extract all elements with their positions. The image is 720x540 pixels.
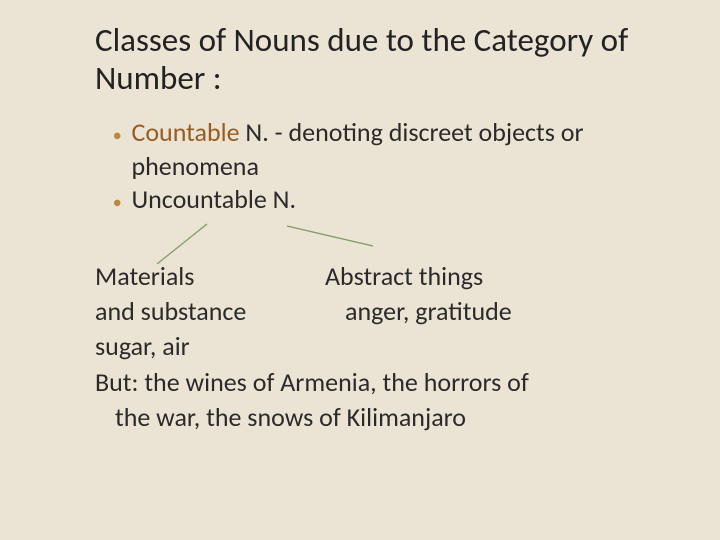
slide-title: Classes of Nouns due to the Category of … — [95, 22, 680, 98]
bullet-text-1: Countable N. - denoting discreet objects… — [131, 116, 680, 184]
left-line-3: sugar, air — [95, 329, 325, 364]
left-column: Materials and substance sugar, air — [95, 259, 325, 364]
slide: Classes of Nouns due to the Category of … — [0, 0, 720, 540]
bullet-item-2: ● Uncountable N. — [113, 183, 680, 217]
sub-content: Materials and substance sugar, air Abstr… — [95, 259, 680, 434]
bullet-text-2: Uncountable N. — [131, 183, 296, 217]
bullet-dot-icon: ● — [113, 194, 121, 212]
right-column: Abstract things anger, gratitude — [325, 259, 680, 364]
but-line-2: the war, the snows of Kilimanjaro — [95, 400, 680, 435]
connector-line-right — [287, 226, 373, 246]
countable-word: Countable — [131, 116, 239, 148]
right-line-1: Abstract things — [325, 259, 680, 294]
right-line-2: anger, gratitude — [325, 294, 680, 329]
but-line-1: But: the wines of Armenia, the horrors o… — [95, 365, 680, 400]
connector-line-left — [157, 224, 207, 264]
bullet-list: ● Countable N. - denoting discreet objec… — [113, 116, 680, 217]
bullet-dot-icon: ● — [113, 127, 121, 145]
bullet-item-1: ● Countable N. - denoting discreet objec… — [113, 116, 680, 184]
two-column-row: Materials and substance sugar, air Abstr… — [95, 259, 680, 364]
left-line-2: and substance — [95, 294, 325, 329]
left-line-1: Materials — [95, 259, 325, 294]
